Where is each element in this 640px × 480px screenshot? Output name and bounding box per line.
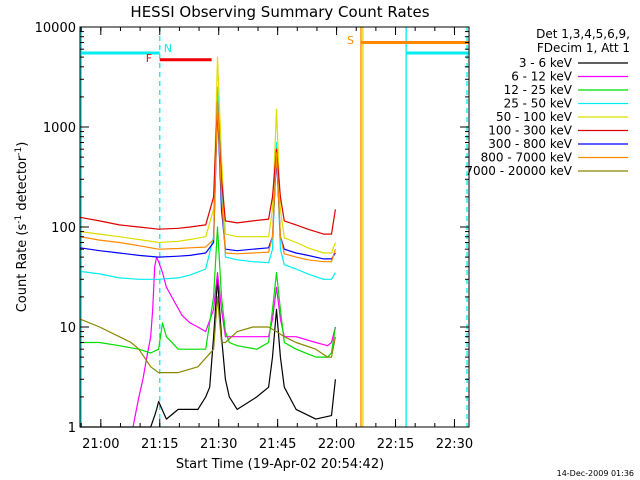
series-line-3	[79, 86, 336, 280]
x-tick-label-0: 21:00	[82, 437, 119, 452]
y-tick-label-2: 100	[51, 221, 76, 236]
y-axis-label-sup1: -1	[14, 215, 24, 224]
legend-header-line-1: Det 1,3,4,5,6,9,	[536, 27, 630, 41]
marker-annotations: NF S	[146, 34, 354, 65]
legend-label-2: 12 - 25 keV	[504, 83, 573, 97]
x-tick-label-6: 22:30	[436, 437, 473, 452]
series-line-8	[79, 296, 336, 374]
legend-label-4: 50 - 100 keV	[496, 110, 573, 124]
y-tick-label-3: 1000	[43, 121, 76, 136]
y-axis-label-end: )	[15, 142, 30, 147]
marker-label-f: F	[146, 52, 152, 65]
legend-label-3: 25 - 50 keV	[504, 97, 573, 111]
x-axis-ticks: 21:00 21:15 21:30 21:45 22:00 22:15 22:30	[80, 27, 473, 452]
marker-label-s: S	[347, 34, 354, 47]
legend-label-1: 6 - 12 keV	[511, 70, 573, 84]
x-axis-label: Start Time (19-Apr-02 20:54:42)	[176, 457, 384, 472]
y-axis-label-base: Count Rate (s	[15, 224, 30, 313]
legend-header-line-2: FDecim 1, Att 1	[537, 41, 630, 55]
y-tick-label-0: 1	[68, 421, 76, 436]
footer-timestamp: 14-Dec-2009 01:36	[557, 469, 634, 478]
legend-label-6: 300 - 800 keV	[488, 137, 572, 151]
legend-label-5: 100 - 300 keV	[488, 124, 572, 138]
y-tick-label-4: 10000	[35, 21, 76, 36]
mode-indicator-segments	[80, 40, 469, 62]
legend-label-8: 7000 - 20000 keV	[465, 164, 572, 178]
legend: Det 1,3,4,5,6,9, FDecim 1, Att 1 3 - 6 k…	[465, 27, 630, 178]
legend-label-0: 3 - 6 keV	[519, 56, 573, 70]
legend-label-7: 800 - 7000 keV	[481, 151, 573, 165]
series-line-6	[79, 105, 336, 260]
x-tick-label-1: 21:15	[141, 437, 178, 452]
y-axis-label: Count Rate (s-1 detector-1)	[14, 142, 30, 313]
marker-label-n: N	[164, 42, 172, 55]
series-line-4	[79, 56, 336, 254]
x-tick-label-2: 21:30	[200, 437, 237, 452]
x-tick-label-3: 21:45	[259, 437, 296, 452]
series-line-7	[79, 100, 336, 263]
y-axis-label-mid: detector	[15, 155, 30, 215]
y-axis-label-sup2: -1	[14, 147, 24, 156]
y-axis-ticks: 1 10 100 1000 10000	[35, 21, 469, 436]
y-tick-label-1: 10	[59, 321, 76, 336]
x-tick-label-4: 22:00	[318, 437, 355, 452]
chart-title: HESSI Observing Summary Count Rates	[130, 3, 429, 21]
x-tick-label-5: 22:15	[377, 437, 414, 452]
series-line-5	[79, 100, 336, 235]
series-line-2	[80, 226, 336, 358]
